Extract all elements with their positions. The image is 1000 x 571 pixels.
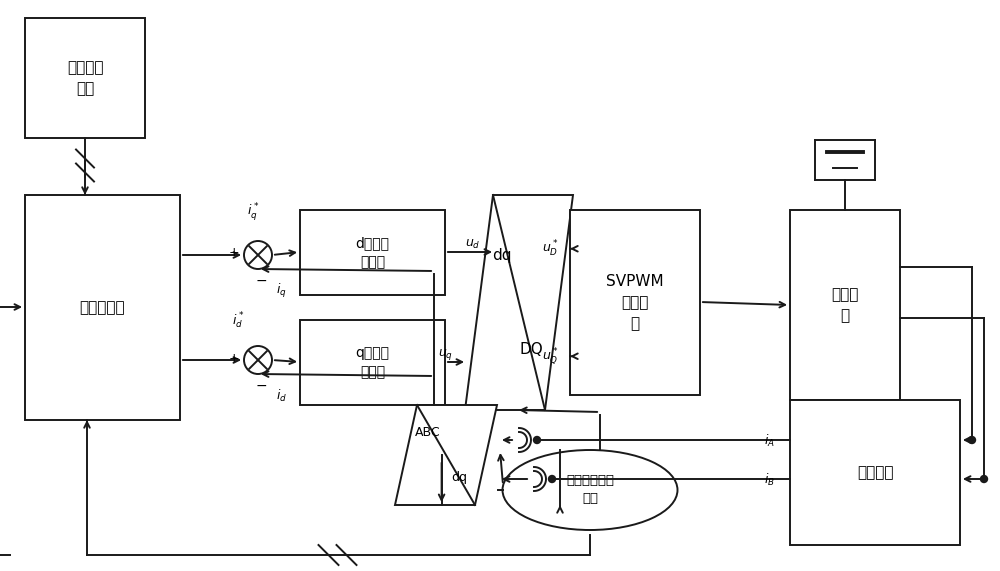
Text: $i_B$: $i_B$ [764,472,775,488]
Bar [790,210,900,400]
Text: SVPWM
控制算
法: SVPWM 控制算 法 [606,274,664,331]
Text: d轴电流
控制器: d轴电流 控制器 [356,236,390,270]
Circle shape [244,241,272,269]
Circle shape [534,436,540,444]
Text: +: + [229,247,239,259]
Text: $i_d$: $i_d$ [276,388,287,404]
Text: dq: dq [492,248,512,263]
Text: +: + [229,352,239,364]
Text: DQ: DQ [519,342,543,357]
Text: −: − [255,379,267,393]
Text: $u_Q^*$: $u_Q^*$ [542,346,558,367]
Text: 速度、位置传
感器: 速度、位置传 感器 [566,475,614,505]
Text: $u_D^*$: $u_D^*$ [542,239,558,259]
Text: q轴电流
控制器: q轴电流 控制器 [356,346,390,379]
Text: dq: dq [451,471,467,484]
Text: $i_d^*$: $i_d^*$ [232,311,244,331]
Bar [25,195,180,420]
Circle shape [980,476,988,482]
Circle shape [968,436,976,444]
Text: −: − [255,274,267,288]
Text: $i_A$: $i_A$ [764,433,775,449]
Text: $i_q$: $i_q$ [276,282,287,300]
Bar [300,210,445,295]
Text: ABC: ABC [415,427,441,440]
Text: $i_q^*$: $i_q^*$ [247,201,259,223]
Bar [25,18,145,138]
Ellipse shape [503,450,678,530]
Bar [790,400,960,545]
Text: $u_d$: $u_d$ [465,238,481,251]
Text: 车辆信息
采集: 车辆信息 采集 [67,60,103,96]
Text: $u_q$: $u_q$ [438,347,453,361]
Polygon shape [465,195,573,410]
Text: 驱动电机: 驱动电机 [857,465,893,480]
Bar [300,320,445,405]
Circle shape [548,476,556,482]
Text: 功率单
元: 功率单 元 [831,287,859,323]
Polygon shape [395,405,497,505]
Circle shape [244,346,272,374]
Bar [570,210,700,395]
Text: 转矩控制器: 转矩控制器 [80,300,125,315]
